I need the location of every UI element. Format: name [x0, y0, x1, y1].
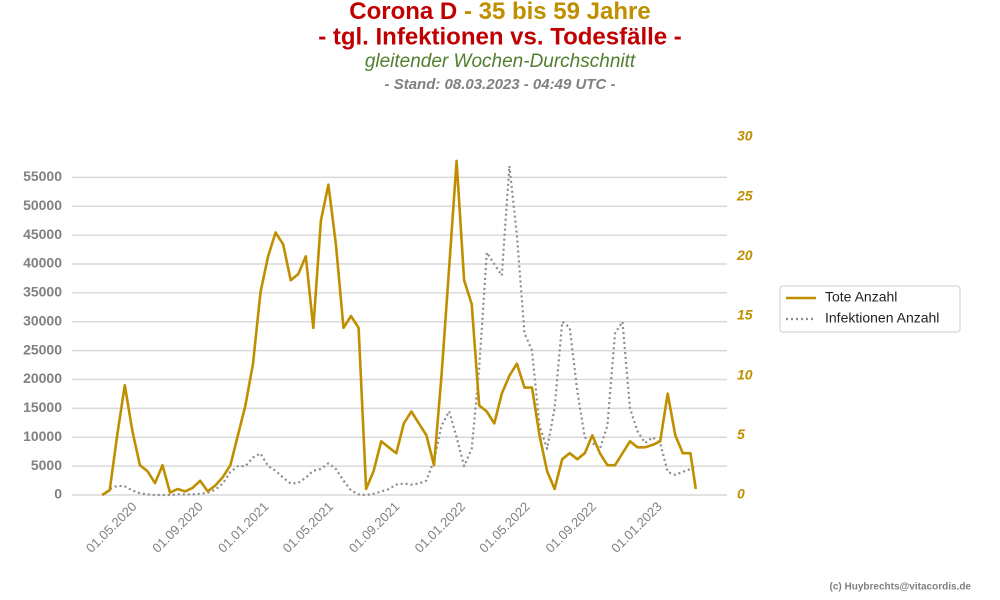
- series-line: [101, 159, 698, 497]
- x-tick-label: 01.05.2021: [280, 499, 337, 556]
- y2-tick-label: 25: [736, 187, 753, 203]
- y-tick-label: 0: [54, 486, 62, 502]
- y2-tick-label: 15: [737, 307, 753, 323]
- y-tick-label: 55000: [23, 168, 62, 184]
- y-tick-label: 15000: [23, 399, 62, 415]
- y-tick-label: 50000: [23, 197, 62, 213]
- y2-tick-label: 0: [737, 486, 745, 502]
- y-tick-label: 30000: [23, 312, 62, 328]
- legend-label: Tote Anzahl: [825, 289, 897, 305]
- y2-tick-label: 20: [736, 247, 753, 263]
- x-tick-label: 01.05.2022: [476, 499, 533, 556]
- y-tick-label: 20000: [23, 370, 62, 386]
- x-tick-label: 01.01.2022: [412, 499, 469, 556]
- y2-tick-label: 10: [737, 366, 753, 382]
- y-tick-label: 40000: [23, 255, 62, 271]
- subtitle: gleitender Wochen-Durchschnitt: [365, 51, 636, 72]
- subtitle: - Stand: 08.03.2023 - 04:49 UTC -: [385, 76, 616, 93]
- y-tick-label: 5000: [31, 457, 62, 473]
- chart-title: - tgl. Infektionen vs. Todesfälle -: [318, 23, 682, 50]
- y-tick-label: 25000: [23, 341, 62, 357]
- legend-box: [779, 285, 961, 333]
- legend-label: Infektionen Anzahl: [825, 310, 939, 326]
- chart-title: Corona D - 35 bis 59 Jahre: [349, 0, 650, 25]
- y2-tick-label: 30: [737, 128, 753, 144]
- y-tick-label: 35000: [23, 284, 62, 300]
- y-tick-label: 45000: [23, 226, 62, 242]
- y-tick-label: 10000: [23, 428, 62, 444]
- title-part: - 35 bis 59 Jahre: [464, 0, 651, 25]
- credit: (c) Huybrechts@vitacordis.de: [830, 582, 972, 593]
- x-tick-label: 01.09.2020: [149, 499, 206, 556]
- y2-tick-label: 5: [737, 426, 745, 442]
- x-tick-label: 01.01.2021: [215, 499, 272, 556]
- x-tick-label: 01.09.2021: [346, 499, 403, 556]
- x-tick-label: 01.01.2023: [608, 499, 665, 556]
- x-tick-label: 01.09.2022: [542, 499, 599, 556]
- x-tick-label: 01.05.2020: [83, 499, 140, 556]
- title-part: Corona D: [349, 0, 457, 25]
